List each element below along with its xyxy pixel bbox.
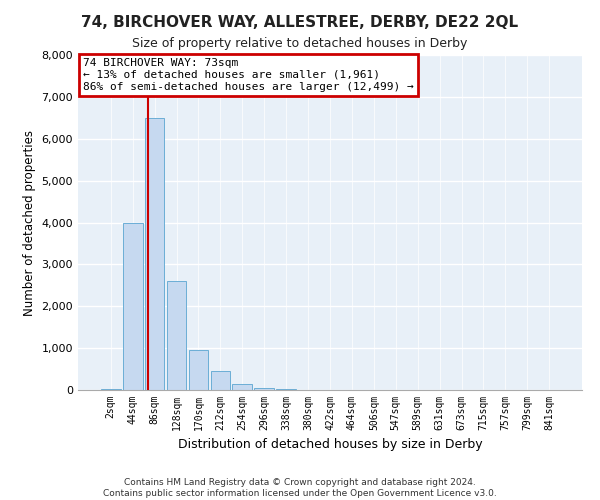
Bar: [101, 388, 121, 390]
Bar: [211, 371, 230, 390]
Text: 74, BIRCHOVER WAY, ALLESTREE, DERBY, DE22 2QL: 74, BIRCHOVER WAY, ALLESTREE, DERBY, DE2…: [82, 15, 518, 30]
Y-axis label: Number of detached properties: Number of detached properties: [23, 130, 36, 316]
Bar: [276, 389, 296, 390]
Bar: [145, 118, 164, 390]
Bar: [123, 222, 143, 390]
Bar: [254, 388, 274, 390]
Bar: [167, 281, 187, 390]
Bar: [232, 384, 252, 390]
X-axis label: Distribution of detached houses by size in Derby: Distribution of detached houses by size …: [178, 438, 482, 452]
Bar: [188, 350, 208, 390]
Text: 74 BIRCHOVER WAY: 73sqm
← 13% of detached houses are smaller (1,961)
86% of semi: 74 BIRCHOVER WAY: 73sqm ← 13% of detache…: [83, 58, 414, 92]
Text: Contains HM Land Registry data © Crown copyright and database right 2024.
Contai: Contains HM Land Registry data © Crown c…: [103, 478, 497, 498]
Text: Size of property relative to detached houses in Derby: Size of property relative to detached ho…: [133, 38, 467, 51]
